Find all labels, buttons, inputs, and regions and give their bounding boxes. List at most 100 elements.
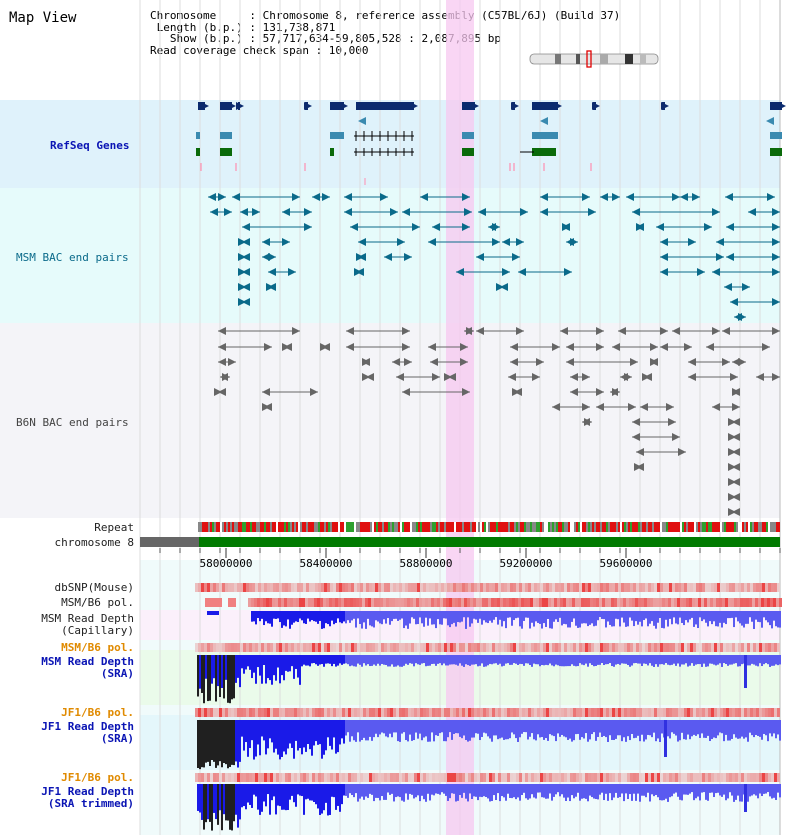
msm-bac-label[interactable]: MSM BAC end pairs: [16, 251, 129, 264]
jf1-sra-depth: [585, 720, 587, 734]
repeat-element: [374, 522, 376, 532]
b6n-bac-pair-end: [428, 343, 436, 351]
msm-bac-end-pairs-track[interactable]: [208, 193, 780, 321]
dbsnp-density: [576, 583, 579, 592]
msm-capillary-depth: [267, 611, 269, 624]
jf1-trimmed-depth: [333, 784, 335, 798]
msm-b6-polymorphism: [605, 598, 608, 607]
dbsnp-density: [258, 583, 261, 592]
jf1-b6-polymorphism: [558, 708, 561, 717]
jf1-sra-depth: [551, 720, 553, 736]
jf1-sra-depth: [451, 720, 453, 740]
msm-b6-polymorphism: [755, 598, 758, 607]
jf1-b6-polymorphism-trimmed: [630, 773, 633, 782]
dbsnp-density: [753, 583, 756, 592]
jf1-b6-polymorphism: [546, 708, 549, 717]
msm-sra-depth: [629, 655, 631, 667]
msm-capillary-depth: [521, 611, 523, 629]
jf1-b6-polymorphism-trimmed: [375, 773, 378, 782]
msm-b6-polymorphism-sra: [726, 643, 729, 652]
jf1-b6-polymorphism: [531, 708, 534, 717]
msm-sra-depth: [673, 655, 675, 664]
msm-sra-depth: [439, 655, 441, 664]
repeat-element: [652, 522, 654, 532]
dbsnp-density: [591, 583, 594, 592]
dbsnp-density: [249, 583, 252, 592]
msm-sra-depth: [259, 655, 261, 676]
msm-sra-depth: [353, 655, 355, 667]
variant-tracks[interactable]: [195, 583, 782, 782]
msm-b6-polymorphism-sra: [495, 643, 498, 652]
jf1-sra-depth: [657, 720, 659, 739]
msm-sra-depth: [443, 655, 445, 664]
repeat-element: [716, 522, 718, 532]
msm-capillary-depth: [639, 611, 641, 622]
jf1-trimmed-depth: [765, 784, 767, 794]
msm-sra-depth: [447, 655, 449, 666]
repeat-element: [292, 522, 294, 532]
b6n-bac-pair-end: [668, 418, 676, 426]
repeat-element: [550, 522, 552, 532]
msm-sra-depth: [729, 655, 731, 665]
jf1-b6-polymorphism: [708, 708, 711, 717]
jf1-sra-depth: [731, 720, 733, 739]
jf1-sra-depth: [567, 720, 569, 740]
jf1-sra-depth: [245, 720, 247, 743]
dbsnp-density: [444, 583, 447, 592]
jf1-b6-polymorphism-trimmed: [414, 773, 417, 782]
msm-b6-polymorphism: [608, 598, 611, 607]
chromosome-bar[interactable]: [199, 537, 780, 547]
msm-b6-polymorphism-sra: [450, 643, 453, 652]
jf1-trimmed-depth: [719, 784, 721, 796]
jf1-sra-depth: [367, 720, 369, 741]
msm-capillary-depth: [663, 611, 665, 629]
msm-b6-polymorphism: [353, 598, 356, 607]
jf1-b6-polymorphism-trimmed: [636, 773, 639, 782]
jf1-trimmed-depth: [325, 784, 327, 803]
msm-b6-polymorphism-sra: [483, 643, 486, 652]
msm-sra-depth: [761, 655, 763, 667]
jf1-sra-depth: [211, 720, 213, 761]
dbsnp-density: [348, 583, 351, 592]
jf1-sra-depth: [691, 720, 693, 737]
msm-sra-depth: [435, 655, 437, 666]
repeat-element: [342, 522, 344, 532]
jf1-sra-depth: [415, 720, 417, 733]
jf1-trimmed-depth: [475, 784, 477, 797]
repeat-element: [300, 522, 302, 532]
dbsnp-density: [426, 583, 429, 592]
refseq-genes-label[interactable]: RefSeq Genes: [50, 139, 130, 152]
jf1-b6-polymorphism-trimmed: [681, 773, 684, 782]
msm-sra-depth: [445, 655, 447, 666]
msm-b6-polymorphism: [314, 598, 317, 607]
jf1-sra-depth: [237, 720, 239, 768]
msm-b6-polymorphism-sra: [570, 643, 573, 652]
msm-sra-depth: [337, 655, 339, 666]
jf1-trimmed-depth: [481, 784, 483, 798]
repeat-element: [672, 522, 674, 532]
jf1-sra-depth: [293, 720, 295, 759]
repeat-element: [774, 522, 776, 532]
selected-region-highlight[interactable]: [446, 0, 474, 835]
read-depth-tracks[interactable]: [197, 611, 781, 831]
jf1-b6-polymorphism-trimmed: [501, 773, 504, 782]
msm-b6-polymorphism-sra: [510, 643, 513, 652]
b6n-bac-label[interactable]: B6N BAC end pairs: [16, 416, 129, 429]
repeat-track[interactable]: [198, 522, 780, 532]
jf1-b6-polymorphism: [270, 708, 273, 717]
jf1-b6-polymorphism: [474, 708, 477, 717]
jf1-b6-polymorphism: [441, 708, 444, 717]
jf1-b6-polymorphism: [321, 708, 324, 717]
b6n-bac-end-pairs-track[interactable]: [214, 327, 780, 516]
jf1-b6-polymorphism: [621, 708, 624, 717]
jf1-sra-depth: [549, 720, 551, 735]
repeat-element: [466, 522, 468, 532]
msm-capillary-depth: [351, 611, 353, 621]
jf1-b6-polymorphism-trimmed: [408, 773, 411, 782]
chromosome-ideogram[interactable]: [529, 50, 659, 68]
refseq-genes-track[interactable]: [196, 102, 786, 185]
msm-capillary-depth: [445, 611, 447, 619]
msm-capillary-depth: [583, 611, 585, 624]
b6n-bac-pair-end: [320, 343, 328, 351]
